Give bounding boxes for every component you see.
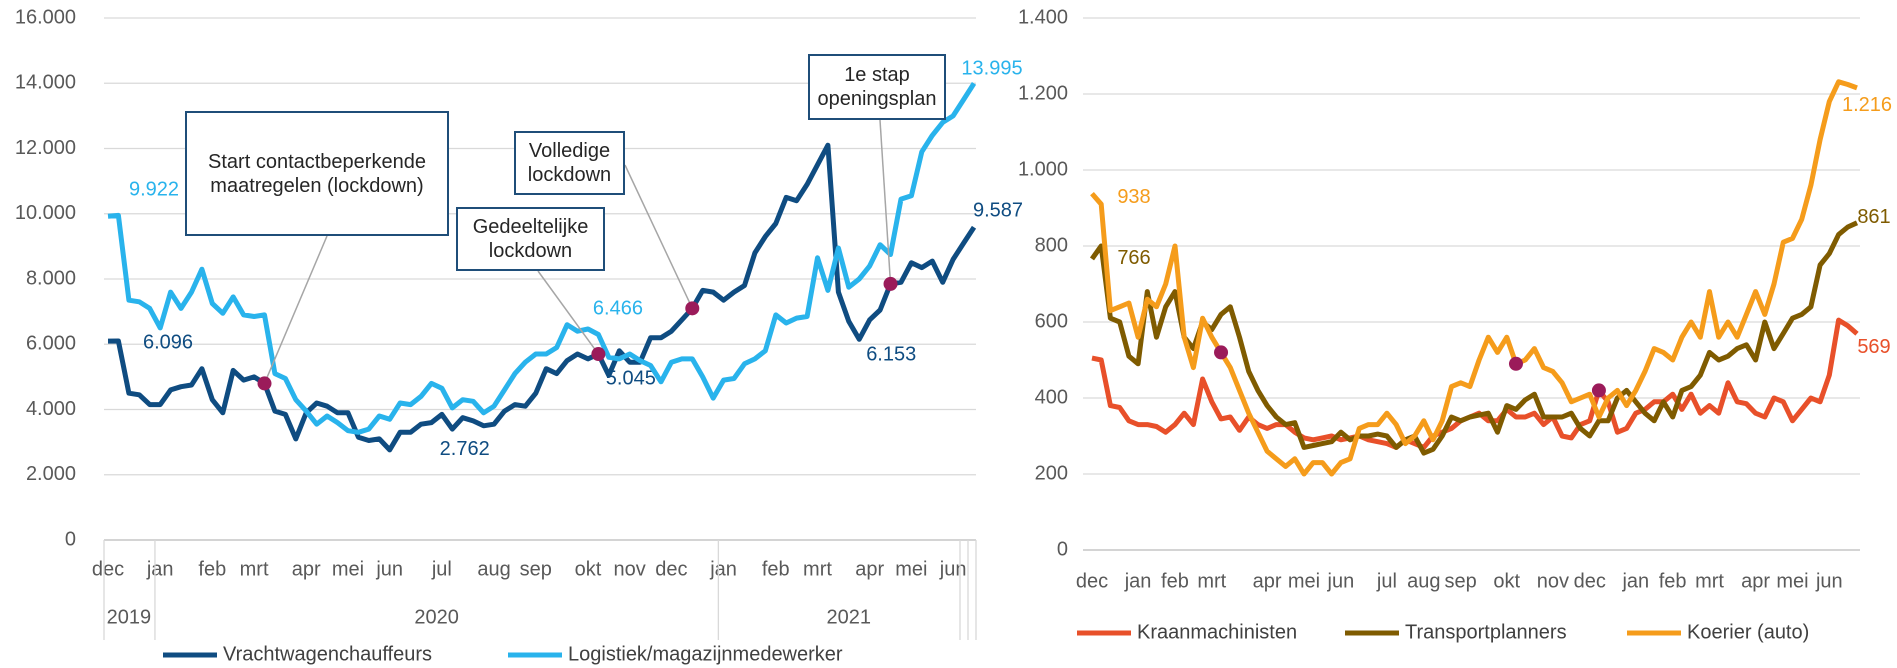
event-marker [883,276,898,291]
x-tick-label: okt [1493,570,1520,592]
x-tick-label: apr [855,558,884,580]
legend-label: Logistiek/magazijnmedewerker [568,643,843,665]
x-tick-label: apr [1741,570,1770,592]
year-label: 2019 [107,606,152,628]
x-tick-label: feb [1659,570,1687,592]
y-tick-label: 0 [1057,538,1068,560]
legend-label: Vrachtwagenchauffeurs [223,643,432,665]
x-tick-label: mrt [1695,570,1724,592]
leader-line [263,235,328,384]
event-marker [1508,356,1523,371]
value-label: 938 [1117,186,1150,208]
leader-line [879,119,892,284]
x-tick-label: feb [762,558,790,580]
legend-label: Koerier (auto) [1687,621,1809,643]
series-line [107,142,977,453]
x-tick-label: mei [895,558,927,580]
x-tick-label: mrt [803,558,832,580]
event-marker [257,376,272,391]
leader-line [537,270,599,355]
y-tick-label: 1.400 [1018,6,1068,28]
value-label: 5.045 [606,368,656,390]
event-marker [1214,345,1229,360]
annotation: Volledige lockdown [514,131,625,195]
x-tick-label: aug [477,558,510,580]
x-tick-label: okt [575,558,602,580]
y-tick-label: 8.000 [26,267,76,289]
y-tick-label: 16.000 [15,6,76,28]
x-tick-label: nov [1537,570,1569,592]
x-tick-label: mrt [1197,570,1226,592]
y-tick-label: 0 [65,528,76,550]
y-tick-label: 4.000 [26,398,76,420]
series-line [1089,220,1859,456]
x-tick-label: dec [655,558,687,580]
year-label: 2021 [827,606,872,628]
value-label: 9.922 [129,179,179,201]
x-tick-label: mei [332,558,364,580]
x-tick-label: apr [292,558,321,580]
x-tick-label: mei [1288,570,1320,592]
x-tick-label: jun [1327,570,1355,592]
value-label: 766 [1117,247,1150,269]
series-line [107,82,977,435]
x-tick-label: dec [1574,570,1606,592]
value-label: 569 [1857,336,1890,358]
x-tick-label: mei [1776,570,1808,592]
x-tick-label: jul [431,558,452,580]
x-tick-label: jan [709,558,737,580]
x-tick-label: mrt [240,558,269,580]
value-label: 6.466 [593,297,643,319]
annotation: Gedeeltelijke lockdown [456,207,605,271]
value-label: 13.995 [961,58,1022,80]
x-tick-label: jan [1621,570,1649,592]
leader-line [624,164,693,309]
y-tick-label: 1.000 [1018,158,1068,180]
value-label: 2.762 [440,438,490,460]
y-tick-label: 400 [1035,386,1068,408]
value-label: 1.216 [1842,94,1892,116]
x-tick-label: aug [1407,570,1440,592]
x-tick-label: dec [92,558,124,580]
value-label: 9.587 [973,200,1023,222]
legend-label: Transportplanners [1405,621,1567,643]
x-tick-label: dec [1076,570,1108,592]
event-marker [1591,383,1606,398]
x-tick-label: feb [1161,570,1189,592]
x-tick-label: jan [1124,570,1152,592]
series-line [1091,317,1859,450]
x-tick-label: sep [520,558,552,580]
y-tick-label: 2.000 [26,463,76,485]
value-label: 6.096 [143,331,193,353]
year-label: 2020 [414,606,459,628]
y-tick-label: 1.200 [1018,82,1068,104]
annotation: Start contactbeperkende maatregelen (loc… [185,111,449,236]
event-marker [591,347,606,362]
legend-label: Kraanmachinisten [1137,621,1297,643]
x-tick-label: jun [1815,570,1843,592]
x-tick-label: sep [1445,570,1477,592]
y-tick-label: 600 [1035,310,1068,332]
y-tick-label: 14.000 [15,72,76,94]
x-tick-label: jul [1376,570,1397,592]
value-label: 6.153 [866,344,916,366]
event-marker [685,301,700,316]
x-tick-label: jun [375,558,403,580]
x-tick-label: nov [614,558,646,580]
x-tick-label: feb [198,558,226,580]
y-tick-label: 10.000 [15,202,76,224]
x-tick-label: jun [939,558,967,580]
y-tick-label: 12.000 [15,137,76,159]
annotation: 1e stap openingsplan [808,54,946,120]
y-tick-label: 200 [1035,462,1068,484]
value-label: 861 [1857,206,1890,228]
y-tick-label: 6.000 [26,333,76,355]
x-tick-label: jan [146,558,174,580]
y-tick-label: 800 [1035,234,1068,256]
x-tick-label: apr [1253,570,1282,592]
